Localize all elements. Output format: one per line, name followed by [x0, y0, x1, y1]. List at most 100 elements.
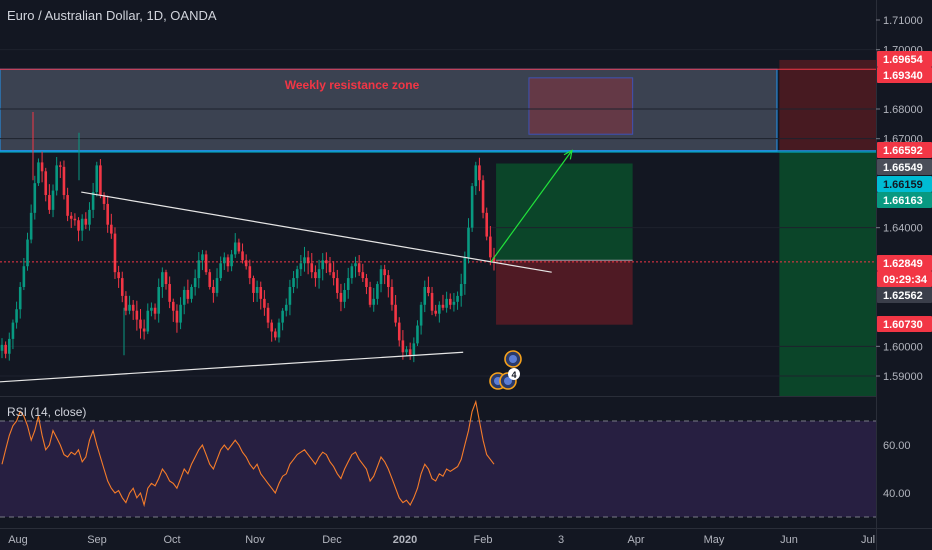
candle[interactable] — [171, 298, 175, 322]
candle[interactable] — [266, 303, 270, 329]
price-label[interactable]: 1.69654 — [877, 51, 932, 67]
candle[interactable] — [197, 252, 201, 289]
candle[interactable] — [383, 264, 386, 285]
candle[interactable] — [390, 279, 394, 311]
candle[interactable] — [255, 280, 259, 302]
candle[interactable] — [401, 330, 405, 360]
price-label[interactable]: 1.62849 — [877, 255, 932, 271]
candle[interactable] — [59, 161, 62, 178]
candle[interactable] — [201, 249, 204, 271]
candle[interactable] — [397, 317, 401, 347]
candle[interactable] — [55, 157, 58, 196]
candle[interactable] — [412, 337, 416, 363]
candle[interactable] — [350, 263, 354, 284]
candle[interactable] — [4, 341, 7, 359]
candle[interactable] — [168, 276, 171, 309]
candle[interactable] — [459, 273, 463, 307]
candle[interactable] — [489, 226, 492, 266]
candle[interactable] — [281, 308, 284, 331]
candle[interactable] — [456, 291, 459, 310]
candle[interactable] — [288, 279, 292, 316]
candle[interactable] — [241, 243, 244, 264]
candle[interactable] — [48, 184, 51, 214]
candle[interactable] — [357, 255, 361, 276]
candle[interactable] — [430, 286, 434, 316]
candle[interactable] — [328, 256, 332, 276]
candle[interactable] — [335, 269, 339, 299]
candle[interactable] — [84, 212, 88, 230]
candle[interactable] — [419, 301, 423, 335]
candle[interactable] — [150, 302, 153, 317]
candle[interactable] — [263, 290, 266, 316]
candle[interactable] — [405, 346, 408, 357]
target-box[interactable] — [528, 77, 634, 135]
candle[interactable] — [142, 319, 146, 340]
candle[interactable] — [120, 271, 124, 303]
candle[interactable] — [284, 298, 288, 317]
far-position-loss[interactable] — [779, 59, 876, 151]
candle[interactable] — [295, 265, 299, 289]
candle[interactable] — [445, 291, 448, 313]
candle[interactable] — [215, 268, 219, 297]
candle[interactable] — [69, 212, 73, 229]
candle[interactable] — [226, 254, 230, 272]
candle[interactable] — [44, 167, 48, 202]
ascending-trendline[interactable] — [0, 351, 464, 383]
far-position-profit[interactable] — [779, 152, 876, 396]
candle[interactable] — [427, 276, 430, 297]
price-label[interactable]: 09:29:34 — [877, 271, 932, 287]
candle[interactable] — [299, 255, 303, 277]
price-label[interactable]: 1.60730 — [877, 316, 932, 332]
candle[interactable] — [314, 265, 317, 287]
price-label[interactable]: 1.69340 — [877, 67, 932, 83]
candle[interactable] — [22, 258, 26, 291]
candle[interactable] — [190, 284, 193, 303]
candle[interactable] — [51, 184, 55, 218]
candle[interactable] — [470, 182, 474, 232]
candle[interactable] — [354, 256, 357, 278]
price-label[interactable]: 1.66592 — [877, 142, 932, 158]
candle[interactable] — [416, 320, 419, 346]
candle[interactable] — [18, 282, 22, 319]
candle[interactable] — [66, 187, 69, 222]
candle[interactable] — [153, 303, 157, 320]
projection-arrow[interactable] — [490, 150, 573, 263]
candle[interactable] — [339, 283, 343, 312]
candle[interactable] — [441, 294, 445, 311]
candle[interactable] — [219, 256, 222, 281]
candle[interactable] — [310, 253, 314, 279]
candle[interactable] — [368, 281, 372, 308]
candle[interactable] — [182, 286, 186, 315]
candle[interactable] — [463, 251, 467, 295]
candle[interactable] — [434, 304, 437, 317]
candle[interactable] — [7, 332, 11, 361]
candle[interactable] — [164, 269, 168, 290]
candle[interactable] — [248, 259, 252, 285]
candle[interactable] — [387, 270, 390, 298]
candle[interactable] — [332, 261, 335, 286]
candle[interactable] — [394, 295, 397, 327]
candle[interactable] — [99, 158, 102, 199]
candle[interactable] — [361, 263, 365, 282]
candle[interactable] — [33, 175, 37, 220]
candle[interactable] — [161, 267, 164, 298]
candle[interactable] — [492, 247, 496, 271]
rsi-line[interactable] — [1, 399, 495, 508]
candle[interactable] — [186, 279, 190, 304]
candle[interactable] — [485, 207, 489, 241]
candle[interactable] — [204, 250, 208, 275]
candle[interactable] — [131, 300, 135, 320]
candle[interactable] — [175, 304, 179, 333]
candle[interactable] — [157, 278, 161, 323]
candle[interactable] — [423, 280, 427, 313]
candle[interactable] — [237, 238, 241, 254]
candle[interactable] — [26, 232, 29, 271]
candle[interactable] — [481, 175, 485, 219]
candle[interactable] — [346, 267, 350, 299]
candle[interactable] — [212, 279, 215, 303]
candle[interactable] — [77, 217, 80, 242]
candle[interactable] — [303, 246, 306, 272]
candle[interactable] — [438, 301, 441, 323]
candle[interactable] — [73, 213, 77, 226]
candle[interactable] — [110, 213, 113, 239]
